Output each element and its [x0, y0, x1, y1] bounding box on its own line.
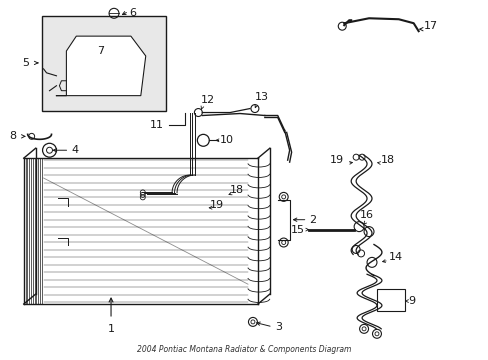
Text: 9: 9: [408, 296, 415, 306]
Polygon shape: [56, 36, 145, 96]
Text: 14: 14: [388, 252, 402, 262]
Text: 4: 4: [71, 145, 78, 155]
Text: 11: 11: [149, 121, 163, 130]
Text: 19: 19: [210, 200, 224, 210]
Text: 12: 12: [200, 95, 214, 105]
Text: 18: 18: [380, 155, 394, 165]
Text: 2004 Pontiac Montana Radiator & Components Diagram: 2004 Pontiac Montana Radiator & Componen…: [137, 345, 350, 354]
Text: 1: 1: [107, 324, 114, 334]
Text: 13: 13: [254, 91, 268, 102]
Text: 16: 16: [359, 210, 373, 220]
Text: 7: 7: [97, 46, 104, 56]
Bar: [41, 16, 165, 111]
Text: 19: 19: [329, 155, 344, 165]
Text: 5: 5: [22, 58, 30, 68]
Text: 15: 15: [290, 225, 304, 235]
Text: 6: 6: [129, 8, 136, 18]
Text: 2: 2: [309, 215, 316, 225]
Text: 8: 8: [10, 131, 17, 141]
Text: 18: 18: [230, 185, 244, 195]
Text: 17: 17: [423, 21, 437, 31]
Bar: [376, 289, 404, 311]
Text: 3: 3: [274, 322, 281, 332]
Text: 10: 10: [220, 135, 234, 145]
